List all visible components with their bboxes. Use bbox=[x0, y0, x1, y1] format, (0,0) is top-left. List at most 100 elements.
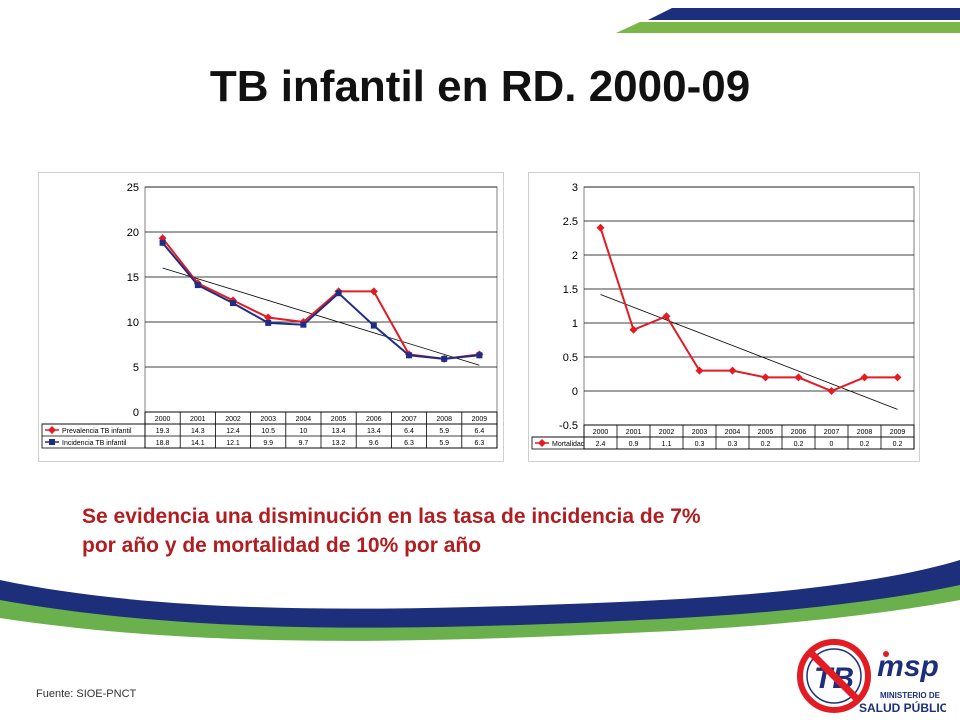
chart2-x-tick-label: 2000 bbox=[593, 429, 609, 436]
chart2-series-0-point bbox=[695, 366, 704, 375]
chart1-series-1-point bbox=[406, 352, 412, 359]
chart1-data-label: 5.9 bbox=[439, 428, 449, 435]
chart2-series-0-point bbox=[596, 223, 605, 232]
chart1-data-label: 12.4 bbox=[226, 428, 240, 435]
chart2-x-tick-label: 2008 bbox=[857, 429, 873, 436]
chart2-y-tick-label: 1 bbox=[572, 318, 578, 330]
chart2-data-label: 0.3 bbox=[728, 441, 738, 448]
tb-logo: TB bbox=[797, 639, 871, 713]
chart2-x-tick-label: 2001 bbox=[626, 429, 642, 436]
misp-logo: msp MINISTERIO DE SALUD PÚBLICA bbox=[859, 650, 946, 715]
chart1-data-label: 13.4 bbox=[332, 428, 346, 435]
chart2-data-label: 0 bbox=[830, 441, 834, 448]
chart1-series-1-point bbox=[265, 319, 272, 326]
chart2-data-label: 1.1 bbox=[662, 441, 672, 448]
chart2-y-tick-label: 1.5 bbox=[563, 284, 578, 296]
chart2-legend-label: Mortalidad bbox=[552, 441, 585, 448]
chart2-y-tick-label: -0.5 bbox=[559, 420, 578, 432]
chart1-series-1-point bbox=[159, 239, 166, 246]
chart2-y-tick-label: 2.5 bbox=[563, 216, 578, 228]
chart2-x-tick-label: 2002 bbox=[659, 429, 675, 436]
chart2-data-label: 0.2 bbox=[860, 441, 870, 448]
chart1-data-label: 5.9 bbox=[439, 440, 449, 447]
chart1-series-0-point bbox=[369, 287, 378, 296]
chart1-series-1-point bbox=[370, 322, 377, 329]
chart1-x-tick-label: 2001 bbox=[190, 416, 206, 423]
chart2-legend-key-marker bbox=[538, 439, 546, 447]
caption-line-2: por año y de mortalidad de 10% por año bbox=[82, 534, 482, 557]
chart1-y-tick-label: 15 bbox=[127, 272, 139, 284]
chart2-series-0-point bbox=[629, 325, 638, 334]
chart2-data-label: 0.9 bbox=[629, 441, 639, 448]
chart1-series-1-point bbox=[230, 300, 236, 307]
chart1-series-1-point bbox=[300, 321, 307, 328]
chart1-y-tick-label: 0 bbox=[133, 407, 139, 419]
chart1-data-label: 9.9 bbox=[263, 440, 273, 447]
ministry-line-1: MINISTERIO DE bbox=[880, 691, 941, 700]
chart1-legend-label: Incidencia TB infantil bbox=[62, 440, 127, 447]
chart1-series-0-point bbox=[264, 313, 273, 322]
slide-title: TB infantil en RD. 2000-09 bbox=[209, 62, 751, 111]
chart2-data-label: 0.2 bbox=[893, 441, 903, 448]
chart2-x-tick-label: 2009 bbox=[890, 429, 906, 436]
chart2-y-tick-label: 0.5 bbox=[563, 352, 578, 364]
chart1-data-label: 14.1 bbox=[191, 440, 205, 447]
caption-line-1: Se evidencia una disminución en las tasa… bbox=[82, 505, 701, 528]
summary-caption: Se evidencia una disminución en las tasa… bbox=[82, 502, 902, 560]
chart-prevalence-incidence: 0 5 10 15 20 25 2000 2001 2002 2003 2004 2005 2006 20… bbox=[38, 172, 504, 462]
chart1-x-tick-label: 2007 bbox=[401, 416, 417, 423]
chart2-plot-area bbox=[583, 186, 915, 426]
chart1-data-label: 19.3 bbox=[156, 428, 170, 435]
chart1-series-1-point bbox=[476, 352, 483, 359]
chart1-series-1-line bbox=[161, 242, 480, 360]
chart2-x-tick-label: 2005 bbox=[758, 429, 774, 436]
chart1-legend-key-marker bbox=[48, 426, 56, 434]
chart1-data-label: 13.2 bbox=[332, 440, 346, 447]
chart1-x-tick-label: 2002 bbox=[225, 416, 241, 423]
chart2-data-label: 2.4 bbox=[596, 441, 606, 448]
top-green-stripe bbox=[616, 22, 960, 33]
chart1-data-label: 12.1 bbox=[226, 440, 240, 447]
chart1-series-1-point bbox=[194, 282, 201, 289]
chart2-trendline bbox=[600, 294, 898, 410]
chart1-x-tick-label: 2005 bbox=[331, 416, 347, 423]
chart2-data-label: 0.2 bbox=[794, 441, 804, 448]
chart1-plot-area bbox=[144, 186, 498, 413]
chart2-series-0-line bbox=[599, 227, 898, 393]
chart2-data-label: 0.2 bbox=[761, 441, 771, 448]
chart1-x-tick-label: 2008 bbox=[436, 416, 452, 423]
chart2-x-tick-label: 2007 bbox=[824, 429, 840, 436]
bottom-white-area bbox=[0, 600, 960, 720]
chart1-data-label: 10 bbox=[300, 428, 308, 435]
chart2-data-label: 0.3 bbox=[695, 441, 705, 448]
chart2-y-tick-label: 2 bbox=[572, 250, 578, 262]
chart2-series-0-point bbox=[728, 366, 737, 375]
chart2-series-0-point bbox=[893, 373, 902, 382]
chart1-data-label: 6.4 bbox=[475, 428, 485, 435]
ministry-line-2: SALUD PÚBLICA bbox=[859, 700, 946, 715]
chart2-series-0-point bbox=[827, 387, 836, 395]
chart1-legend-label: Prevalencia TB infantil bbox=[62, 428, 132, 435]
chart1-series-1-point bbox=[441, 355, 448, 362]
chart2-series-0-point bbox=[761, 373, 770, 382]
logos: TB msp MINISTERIO DE SALUD PÚBLICA bbox=[797, 639, 946, 715]
chart1-trendline bbox=[162, 267, 480, 366]
chart1-x-tick-label: 2003 bbox=[260, 416, 276, 423]
chart1-y-tick-label: 5 bbox=[133, 362, 139, 374]
chart1-data-label: 6.4 bbox=[404, 428, 414, 435]
chart2-series-0-point bbox=[794, 373, 803, 382]
top-blue-stripe bbox=[648, 8, 960, 20]
chart2-x-tick-label: 2006 bbox=[791, 429, 807, 436]
chart1-data-label: 18.8 bbox=[156, 440, 170, 447]
chart1-data-label: 13.4 bbox=[367, 428, 381, 435]
chart1-legend-key-marker bbox=[49, 439, 55, 445]
chart1-y-tick-label: 25 bbox=[127, 182, 139, 194]
source-note: Fuente: SIOE-PNCT bbox=[36, 688, 137, 700]
chart2-series-0-point bbox=[860, 373, 869, 382]
chart1-data-label: 10.5 bbox=[261, 428, 275, 435]
chart1-data-label: 6.3 bbox=[475, 440, 485, 447]
chart1-x-tick-label: 2006 bbox=[366, 416, 382, 423]
chart1-y-tick-label: 20 bbox=[127, 227, 139, 239]
chart1-data-label: 14.3 bbox=[191, 428, 205, 435]
